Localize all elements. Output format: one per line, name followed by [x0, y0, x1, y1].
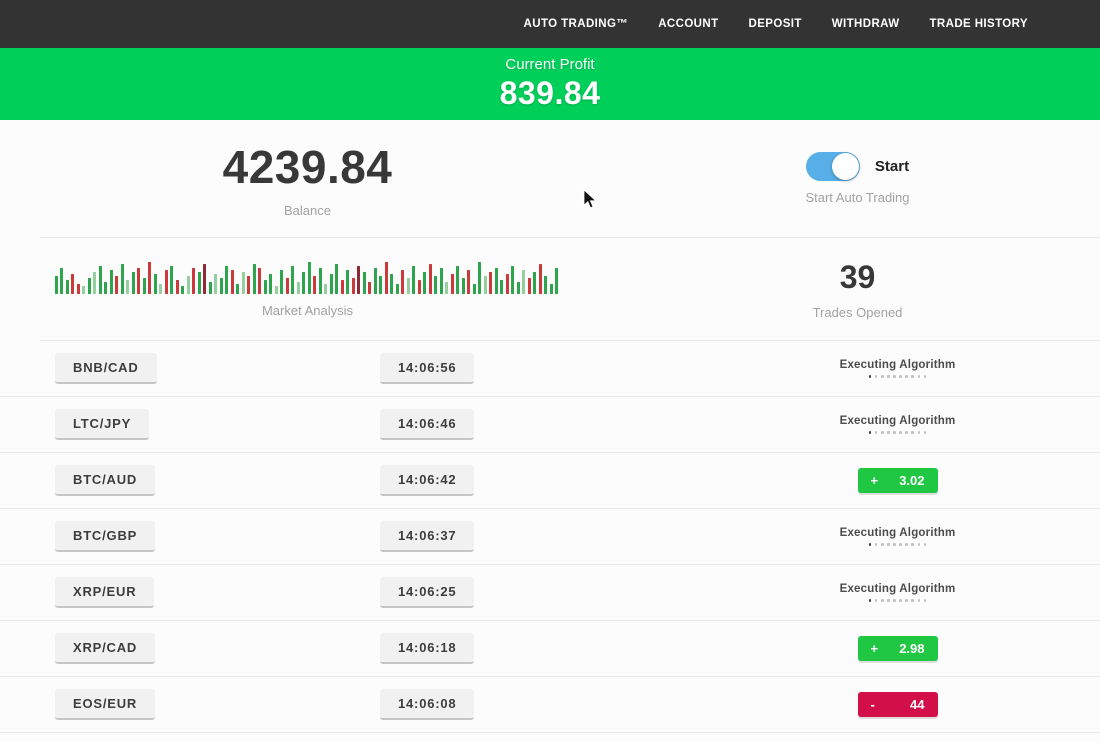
time-button[interactable]: 14:06:46	[380, 409, 475, 440]
balance-section: 4239.84 Balance Start Start Auto Trading	[0, 120, 1100, 237]
executing-label: Executing Algorithm	[839, 583, 956, 596]
current-profit-banner: Current Profit 839.84	[0, 48, 1100, 120]
market-analysis-chart	[54, 260, 561, 294]
trade-row: BTC/GBP 14:06:37 Executing Algorithm	[0, 509, 1100, 565]
current-profit-label: Current Profit	[505, 56, 595, 73]
pair-button[interactable]: BNB/CAD	[55, 353, 157, 384]
time-button[interactable]: 14:06:56	[380, 353, 475, 384]
pair-button[interactable]: XRP/EUR	[55, 577, 155, 608]
pair-button[interactable]: BTC/AUD	[55, 465, 156, 496]
trade-row: BNB/CAD 14:06:56 Executing Algorithm	[0, 341, 1100, 397]
trade-row: XRP/CAD 14:06:18 Executing Algorithm +2.…	[0, 621, 1100, 677]
progress-dots	[840, 543, 956, 546]
executing-label: Executing Algorithm	[839, 359, 956, 372]
divider	[40, 340, 1100, 341]
trade-row: BTC/AUD 14:06:42 Executing Algorithm +3.…	[0, 453, 1100, 509]
trade-status: Executing Algorithm	[840, 583, 956, 602]
trade-status: Executing Algorithm	[840, 527, 956, 546]
toggle-knob-icon	[831, 153, 859, 180]
trades-list: BNB/CAD 14:06:56 Executing Algorithm LTC…	[0, 341, 1100, 733]
pair-button[interactable]: XRP/CAD	[55, 633, 156, 664]
time-button[interactable]: 14:06:42	[380, 465, 475, 496]
executing-label: Executing Algorithm	[839, 527, 956, 540]
pair-button[interactable]: BTC/GBP	[55, 521, 156, 552]
trades-opened-label: Trades Opened	[812, 304, 903, 320]
time-button[interactable]: 14:06:18	[380, 633, 475, 664]
current-profit-value: 839.84	[499, 75, 601, 111]
trade-status: Executing Algorithm	[840, 415, 956, 434]
nav-account[interactable]: ACCOUNT	[658, 18, 719, 30]
progress-dots	[840, 431, 956, 434]
executing-label: Executing Algorithm	[839, 415, 956, 428]
market-analysis-label: Market Analysis	[261, 303, 354, 318]
trades-opened-value: 39	[839, 258, 876, 295]
trade-status: Executing Algorithm	[840, 359, 956, 378]
result-badge: +2.98	[857, 636, 938, 661]
auto-trading-caption: Start Auto Trading	[805, 190, 910, 205]
toggle-label: Start	[874, 158, 910, 175]
trade-row: LTC/JPY 14:06:46 Executing Algorithm	[0, 397, 1100, 453]
nav-deposit[interactable]: DEPOSIT	[748, 18, 802, 30]
nav-auto-trading[interactable]: AUTO TRADING™	[523, 18, 629, 30]
time-button[interactable]: 14:06:37	[380, 521, 475, 552]
balance-value: 4239.84	[222, 140, 393, 193]
trade-status: Executing Algorithm +3.02	[857, 468, 938, 493]
pair-button[interactable]: LTC/JPY	[55, 409, 150, 440]
nav-trade-history[interactable]: TRADE HISTORY	[929, 18, 1028, 30]
progress-dots	[840, 599, 956, 602]
top-nav: AUTO TRADING™ ACCOUNT DEPOSIT WITHDRAW T…	[0, 0, 1100, 48]
result-badge: -44	[857, 692, 938, 717]
trade-row: XRP/EUR 14:06:25 Executing Algorithm	[0, 565, 1100, 621]
divider	[40, 237, 1100, 238]
trade-row: EOS/EUR 14:06:08 Executing Algorithm -44	[0, 677, 1100, 733]
result-badge: +3.02	[857, 468, 938, 493]
pair-button[interactable]: EOS/EUR	[55, 689, 156, 720]
market-analysis-section: Market Analysis 39 Trades Opened	[0, 238, 1100, 340]
progress-dots	[840, 375, 956, 378]
auto-trading-toggle[interactable]	[805, 152, 860, 181]
time-button[interactable]: 14:06:08	[380, 689, 475, 720]
nav-withdraw[interactable]: WITHDRAW	[831, 18, 900, 30]
trade-status: Executing Algorithm +2.98	[857, 636, 938, 661]
balance-label: Balance	[284, 202, 331, 218]
trade-status: Executing Algorithm -44	[857, 692, 938, 717]
time-button[interactable]: 14:06:25	[380, 577, 475, 608]
